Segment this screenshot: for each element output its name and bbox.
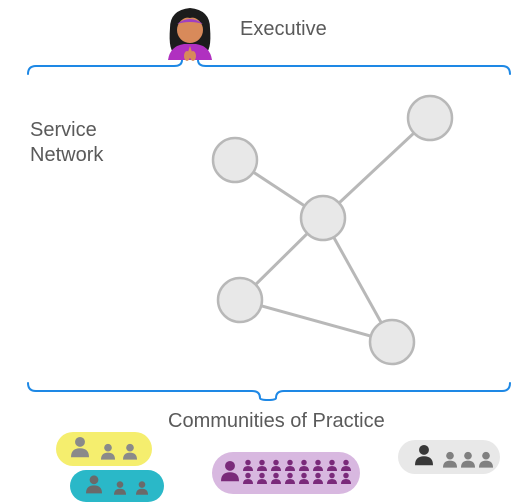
network-node <box>370 320 414 364</box>
communities-label: Communities of Practice <box>168 410 385 433</box>
community-group-teal <box>70 470 164 502</box>
top-bracket <box>28 58 510 74</box>
service-network-label: Service Network <box>30 118 103 168</box>
network-node <box>218 278 262 322</box>
community-group-purple <box>212 452 360 494</box>
service-network-line1: Service <box>30 119 97 141</box>
bottom-bracket <box>28 383 510 400</box>
executive-icon <box>168 8 212 61</box>
community-group-grey <box>398 440 500 474</box>
community-group-yellow <box>56 432 152 466</box>
network-node <box>301 196 345 240</box>
network-node <box>408 96 452 140</box>
executive-label: Executive <box>240 18 327 41</box>
service-network-line2: Network <box>30 144 103 166</box>
network-edge <box>240 300 392 342</box>
network-node <box>213 138 257 182</box>
